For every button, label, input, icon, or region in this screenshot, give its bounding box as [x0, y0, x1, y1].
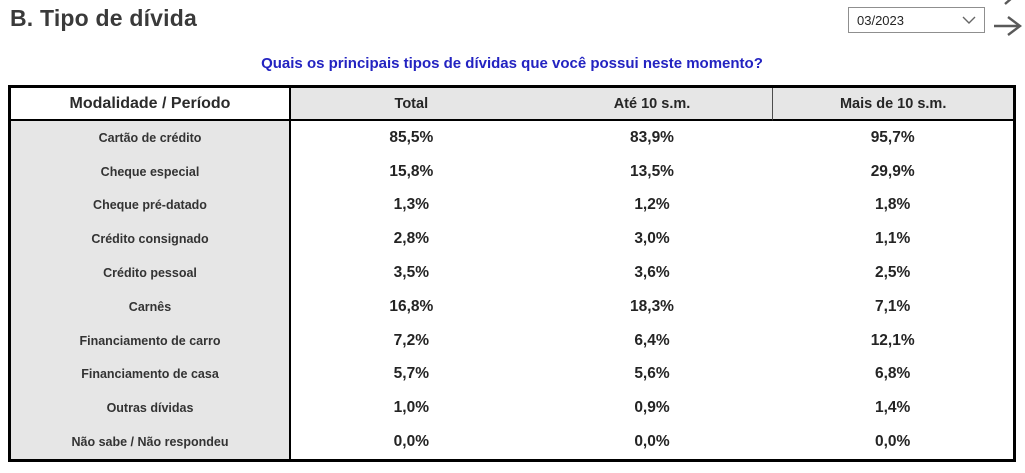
chevron-down-icon	[962, 16, 976, 25]
table-cell: 7,2%	[291, 323, 532, 358]
row-label: Cheque especial	[11, 154, 291, 189]
table-cell: 29,9%	[772, 154, 1013, 189]
page-title: B. Tipo de dívida	[10, 5, 197, 31]
row-label: Financiamento de carro	[11, 323, 291, 358]
table-cell: 12,1%	[772, 323, 1013, 358]
table-cell: 6,8%	[772, 357, 1013, 392]
column-header-mais-de-10-sm[interactable]: Mais de 10 s.m.	[772, 88, 1013, 121]
table-cell: 3,0%	[531, 222, 773, 257]
table-cell: 83,9%	[531, 121, 773, 155]
table-cell: 2,5%	[772, 256, 1013, 290]
table-cell: 0,0%	[291, 425, 532, 459]
table-cell: 3,6%	[531, 256, 773, 290]
table-cell: 1,3%	[291, 188, 532, 223]
table-cell: 18,3%	[531, 289, 773, 324]
row-label: Financiamento de casa	[11, 357, 291, 392]
table-cell: 0,0%	[772, 425, 1013, 459]
table-cell: 0,9%	[531, 391, 773, 426]
table-cell: 6,4%	[531, 323, 773, 358]
table-cell: 3,5%	[291, 256, 532, 290]
table-cell: 1,0%	[291, 391, 532, 426]
table-cell: 1,2%	[531, 188, 773, 223]
table-cell: 7,1%	[772, 289, 1013, 324]
row-label: Cheque pré-datado	[11, 188, 291, 223]
table-cell: 16,8%	[291, 289, 532, 324]
debt-type-table: Modalidade / Período Total Até 10 s.m. M…	[8, 85, 1016, 462]
table-cell: 85,5%	[291, 121, 532, 155]
row-label: Não sabe / Não respondeu	[11, 425, 291, 459]
column-header-ate-10-sm[interactable]: Até 10 s.m.	[531, 88, 773, 121]
survey-question: Quais os principais tipos de dívidas que…	[261, 55, 763, 72]
row-label: Outras dívidas	[11, 391, 291, 426]
table-cell: 13,5%	[531, 154, 773, 189]
next-page-arrows-icon[interactable]	[992, 0, 1024, 44]
table-cell: 5,7%	[291, 357, 532, 392]
table-cell: 5,6%	[531, 357, 773, 392]
row-label: Carnês	[11, 289, 291, 324]
column-header-total[interactable]: Total	[291, 88, 532, 121]
table-cell: 2,8%	[291, 222, 532, 257]
table-cell: 15,8%	[291, 154, 532, 189]
table-cell: 95,7%	[772, 121, 1013, 155]
corner-header: Modalidade / Período	[11, 88, 291, 121]
table-cell: 1,8%	[772, 188, 1013, 223]
table-cell: 0,0%	[531, 425, 773, 459]
row-label: Crédito consignado	[11, 222, 291, 257]
period-dropdown-value: 03/2023	[857, 12, 904, 28]
row-label: Cartão de crédito	[11, 121, 291, 155]
table-cell: 1,4%	[772, 391, 1013, 426]
period-dropdown[interactable]: 03/2023	[848, 7, 985, 33]
table-cell: 1,1%	[772, 222, 1013, 257]
row-label: Crédito pessoal	[11, 256, 291, 290]
